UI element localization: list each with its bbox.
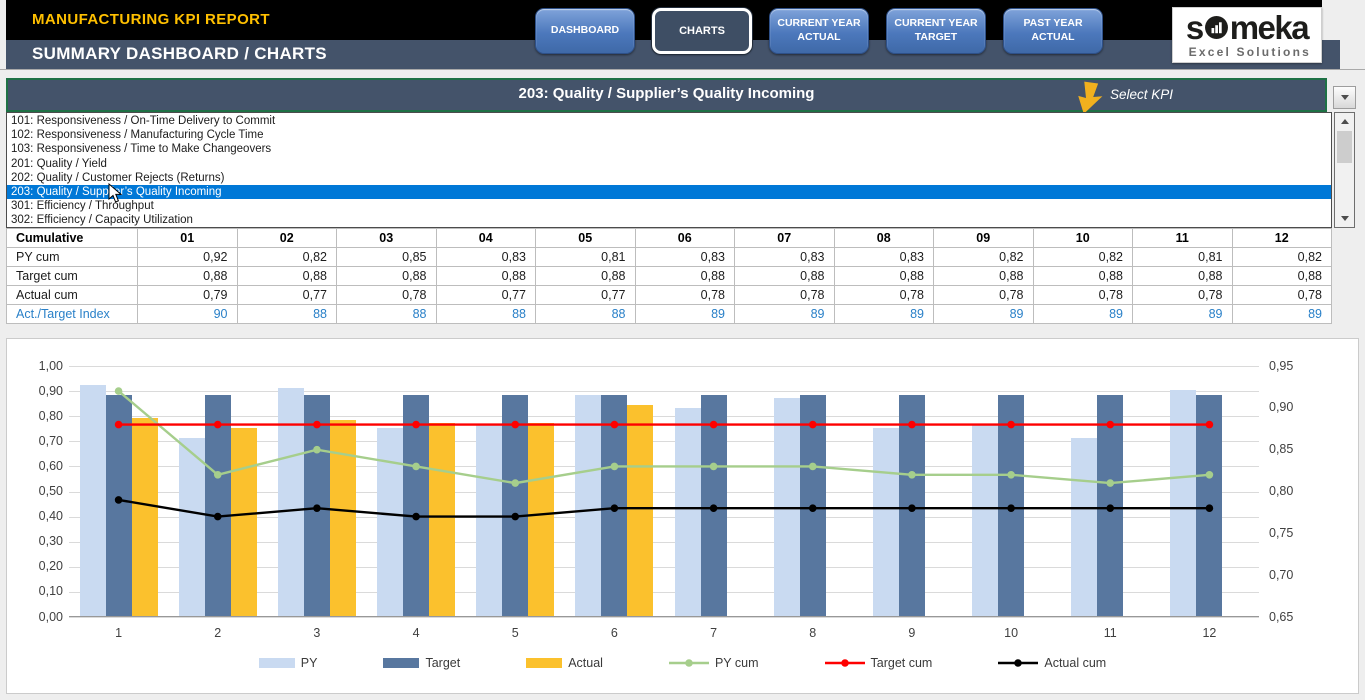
bar-py-month-4 xyxy=(377,427,404,616)
gridline xyxy=(69,617,1259,618)
table-corner-header: Cumulative xyxy=(6,228,138,248)
legend-item-target: Target xyxy=(383,656,460,670)
bar-py-month-1 xyxy=(79,385,106,616)
month-column-header: 06 xyxy=(634,228,735,248)
nav-button-dashboard[interactable]: DASHBOARD xyxy=(535,8,635,54)
legend-item-py-cum: PY cum xyxy=(668,656,759,670)
triangle-up-icon xyxy=(1340,119,1349,124)
triangle-down-icon xyxy=(1340,216,1349,221)
kpi-list-item-2[interactable]: 102: Responsiveness / Manufacturing Cycl… xyxy=(11,129,264,142)
kpi-dropdown-button[interactable] xyxy=(1333,86,1356,109)
kpi-list-item-5[interactable]: 202: Quality / Customer Rejects (Returns… xyxy=(11,171,225,184)
month-column-header: 12 xyxy=(1231,228,1332,248)
bar-py-month-12 xyxy=(1170,390,1197,616)
page-title: SUMMARY DASHBOARD / CHARTS xyxy=(32,44,327,63)
nav-button-current-year-actual[interactable]: CURRENT YEAR ACTUAL xyxy=(769,8,869,54)
gridline xyxy=(69,541,1259,543)
logo-tagline: Excel Solutions xyxy=(1188,45,1311,59)
gridline xyxy=(69,441,1259,443)
kpi-chart: 1,00 0,90 0,80 0,70 0,60 0,50 0,40 0,30 0,20 0,10… xyxy=(6,338,1359,694)
selected-kpi-label: 203: Quality / Supplier’s Quality Incomi… xyxy=(518,85,815,102)
month-column-header: 10 xyxy=(1032,228,1133,248)
kpi-list-item-6[interactable]: 203: Quality / Supplier’s Quality Incomi… xyxy=(7,184,1331,200)
bar-py-month-10 xyxy=(972,425,999,616)
legend-item-actual: Actual xyxy=(526,656,603,670)
someka-logo: s meka Excel Solutions xyxy=(1172,7,1322,63)
bar-py-month-6 xyxy=(575,395,602,616)
kpi-listbox[interactable]: 101: Responsiveness / On-Time Delivery t… xyxy=(6,112,1332,228)
someka-brand-text: s meka xyxy=(1185,9,1310,46)
nav-buttons: DASHBOARD CHARTS CURRENT YEAR ACTUAL CURRENT… xyxy=(535,8,1103,54)
header-divider xyxy=(0,69,1365,70)
bar-actual-month-6 xyxy=(627,405,654,616)
scroll-down-button[interactable] xyxy=(1335,211,1354,226)
gridline xyxy=(69,391,1259,393)
chevron-down-icon xyxy=(1340,95,1349,100)
gridline xyxy=(69,366,1259,367)
bar-target-month-4 xyxy=(403,395,430,616)
month-column-header: 08 xyxy=(833,228,934,248)
gridline xyxy=(69,566,1259,568)
month-column-header: 07 xyxy=(734,228,835,248)
table-row: Target cum 0,88 0,88 0,88 0,88 0,88 0,88 0,88 0,… xyxy=(6,266,1332,286)
month-column-header: 09 xyxy=(933,228,1034,248)
bar-actual-month-5 xyxy=(528,422,555,616)
logo-chart-icon xyxy=(1204,16,1228,39)
kpi-list-item-3[interactable]: 103: Responsiveness / Time to Make Chang… xyxy=(11,143,272,156)
bar-py-month-7 xyxy=(674,407,701,616)
bar-target-month-5 xyxy=(502,395,529,616)
line-series-overlay xyxy=(114,387,1214,521)
bar-actual-month-4 xyxy=(429,422,456,616)
cumulative-table: Cumulative 01 02 03 04 05 06 07 08 09 10 11 12 PY cum… xyxy=(6,228,1332,324)
kpi-list-item-7[interactable]: 301: Efficiency / Throughput xyxy=(11,200,154,213)
bar-target-month-1 xyxy=(105,395,132,616)
kpi-selector-bar[interactable]: 203: Quality / Supplier’s Quality Incomi… xyxy=(6,78,1327,114)
legend-item-actual-cum: Actual cum xyxy=(998,656,1106,670)
month-column-header: 02 xyxy=(236,228,337,248)
gridline xyxy=(69,516,1259,518)
nav-button-charts[interactable]: CHARTS xyxy=(652,8,752,54)
table-row: Act./Target Index 90 88 88 88 88 89 89 89 89 89 89 8… xyxy=(6,304,1332,324)
chart-legend: PY Target Actual PY cum Target cum Actual cum xyxy=(7,656,1358,670)
mouse-cursor xyxy=(108,183,123,203)
report-title: MANUFACTURING KPI REPORT xyxy=(32,11,270,28)
month-column-header: 03 xyxy=(336,228,437,248)
nav-button-past-year-actual[interactable]: PAST YEAR ACTUAL xyxy=(1003,8,1103,54)
nav-button-current-year-target[interactable]: CURRENT YEAR TARGET xyxy=(886,8,986,54)
bar-py-month-9 xyxy=(872,427,899,616)
bar-py-month-2 xyxy=(178,437,205,616)
select-kpi-arrow-icon xyxy=(1078,81,1103,114)
month-column-header: 11 xyxy=(1132,228,1233,248)
gridline xyxy=(69,591,1259,593)
month-column-header: 04 xyxy=(435,228,536,248)
legend-item-target-cum: Target cum xyxy=(824,656,932,670)
bar-target-month-2 xyxy=(204,395,231,616)
month-column-header: 01 xyxy=(137,228,238,248)
scroll-up-button[interactable] xyxy=(1335,114,1354,129)
gridline xyxy=(69,491,1259,493)
gridline xyxy=(69,416,1259,418)
kpi-list-item-8[interactable]: 302: Efficiency / Capacity Utilization xyxy=(11,214,193,227)
kpi-list-item-4[interactable]: 201: Quality / Yield xyxy=(11,157,107,170)
table-row: Actual cum 0,79 0,77 0,78 0,77 0,77 0,78 0,78 0,… xyxy=(6,285,1332,305)
listbox-scrollbar[interactable] xyxy=(1334,112,1355,228)
bar-py-month-11 xyxy=(1071,437,1098,616)
select-kpi-hint: Select KPI xyxy=(1110,87,1174,102)
kpi-list-item-1[interactable]: 101: Responsiveness / On-Time Delivery t… xyxy=(11,115,276,127)
bar-py-month-5 xyxy=(476,425,503,616)
legend-item-py: PY xyxy=(258,656,317,670)
month-column-header: 05 xyxy=(535,228,636,248)
bar-actual-month-1 xyxy=(131,417,158,616)
table-row: PY cum 0,92 0,82 0,85 0,83 0,81 0,83 0,83 0,83 0,… xyxy=(6,247,1332,267)
scrollbar-thumb[interactable] xyxy=(1337,131,1352,163)
chart-plot-area xyxy=(69,366,1259,618)
bar-py-month-8 xyxy=(773,397,800,616)
bar-actual-month-2 xyxy=(230,427,257,616)
